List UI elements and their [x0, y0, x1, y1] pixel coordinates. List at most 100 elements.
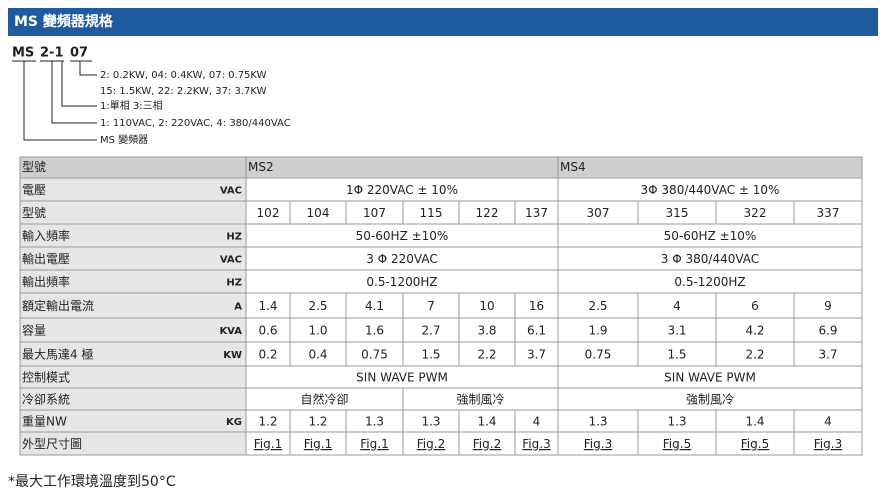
- cell-value: 0.2: [258, 348, 277, 362]
- title: MS 變頻器規格: [14, 13, 114, 30]
- cell: [402, 341, 460, 367]
- cell-value: Fig.2: [417, 437, 445, 451]
- cell-value: 1.0: [308, 324, 327, 338]
- cell-value: 137: [525, 206, 548, 220]
- cell-value: Fig.3: [522, 437, 550, 451]
- row-label: 型號: [22, 206, 46, 220]
- cell-value: 1.5: [667, 348, 686, 362]
- cell-value: 115: [420, 206, 443, 220]
- cell-value: 1.4: [745, 415, 764, 429]
- cell-value: 16: [529, 299, 544, 313]
- code-legend: 1: 110VAC, 2: 220VAC, 4: 380/440VAC: [100, 118, 291, 129]
- cell-value: 2.2: [745, 348, 764, 362]
- cell: [289, 292, 347, 319]
- header-label: MS2: [248, 160, 274, 174]
- cell-value: 1.9: [588, 324, 607, 338]
- code-connectors: [12, 60, 97, 141]
- row-label: 額定輸出電流: [22, 298, 94, 313]
- cell-value: 0.4: [308, 348, 327, 362]
- cell-value: 1.3: [667, 415, 686, 429]
- cell-value: 3 Φ 380/440VAC: [661, 252, 759, 266]
- cell-value: 1.2: [308, 415, 327, 429]
- cell-value: 3 Φ 220VAC: [366, 252, 437, 266]
- row-label: 輸入頻率: [22, 228, 70, 243]
- cell: [715, 292, 795, 319]
- row-label: 冷卻系統: [22, 393, 70, 407]
- cell-value: 1.4: [477, 415, 496, 429]
- cell-value: Fig.1: [254, 437, 282, 451]
- cell: [793, 431, 863, 456]
- code-legend: 1:單相 3:三相: [100, 99, 163, 112]
- row-label: 電壓: [22, 183, 46, 197]
- cell-value: 6.1: [527, 324, 546, 338]
- cell-value: 107: [363, 206, 386, 220]
- cell-value: 4: [673, 299, 681, 313]
- cell-value: 10: [479, 299, 494, 313]
- code-legend: MS 變頻器: [100, 133, 148, 146]
- row-unit: VAC: [220, 186, 242, 197]
- cell-value: 102: [257, 206, 280, 220]
- cell-value: Fig.3: [584, 437, 612, 451]
- row-label: 外型尺寸圖: [22, 437, 82, 451]
- cell-value: 4.1: [365, 299, 384, 313]
- label-cell: [19, 292, 247, 319]
- cell: [245, 317, 291, 343]
- cell-value: 1.4: [258, 299, 277, 313]
- cell: [514, 292, 559, 319]
- cell-value: 3Φ 380/440VAC ± 10%: [641, 183, 780, 197]
- label-cell: [19, 200, 247, 225]
- cell-value: 1.3: [421, 415, 440, 429]
- cell-value: 2.5: [308, 299, 327, 313]
- cell: [458, 292, 516, 319]
- cell-value: 122: [476, 206, 499, 220]
- header-row: [19, 156, 863, 179]
- cell-value: 104: [307, 206, 330, 220]
- label-cell: [19, 317, 247, 343]
- cell: [345, 341, 404, 367]
- cell-value: 337: [817, 206, 840, 220]
- code-part: MS: [12, 46, 34, 61]
- row-label: 重量NW: [22, 415, 67, 429]
- cell-value: 強制風冷: [456, 393, 504, 407]
- cell: [793, 341, 863, 367]
- cell-value: 6.9: [818, 324, 837, 338]
- header-label: 型號: [22, 160, 46, 174]
- cell-value: SIN WAVE PWM: [664, 371, 756, 385]
- cell-value: 6: [751, 299, 759, 313]
- cell-value: 0.5-1200HZ: [674, 275, 745, 289]
- header-label: MS4: [560, 160, 586, 174]
- row-unit: KW: [223, 350, 242, 361]
- cell-value: 0.75: [585, 348, 612, 362]
- row-unit: HZ: [226, 232, 242, 243]
- cell-value: 0.6: [258, 324, 277, 338]
- cell-value: Fig.5: [741, 437, 769, 451]
- cell-value: Fig.1: [360, 437, 388, 451]
- spec-table: 型號 MS2 MS4 電壓 VAC 1Φ 220VAC ± 10% 3Φ 380/440VA…: [19, 156, 863, 456]
- cell-value: Fig.3: [814, 437, 842, 451]
- cell: [345, 317, 404, 343]
- row-unit: KVA: [219, 326, 242, 337]
- row-label: 最大馬達4 極: [22, 347, 93, 362]
- cell-value: 3.1: [667, 324, 686, 338]
- cell-value: 2.5: [588, 299, 607, 313]
- cell: [458, 317, 516, 343]
- cell-value: 1Φ 220VAC ± 10%: [346, 183, 458, 197]
- cell-value: 自然冷卻: [300, 392, 348, 407]
- cell-value: 4.2: [745, 324, 764, 338]
- cell: [715, 317, 795, 343]
- cell-value: 1.5: [421, 348, 440, 362]
- cell-value: 4: [533, 415, 541, 429]
- label-cell: [19, 341, 247, 367]
- cell-value: 0.5-1200HZ: [366, 275, 437, 289]
- row-label: 輸出頻率: [22, 274, 70, 289]
- cell-value: 322: [744, 206, 767, 220]
- cell-value: 3.7: [527, 348, 546, 362]
- code-legend: 15: 1.5KW, 22: 2.2KW, 37: 3.7KW: [100, 86, 267, 97]
- cell-value: 2.7: [421, 324, 440, 338]
- code-part: 07: [70, 46, 88, 61]
- cell-value: 315: [666, 206, 689, 220]
- cell: [245, 292, 291, 319]
- cell-value: 50-60HZ ±10%: [664, 229, 757, 243]
- cell: [637, 317, 717, 343]
